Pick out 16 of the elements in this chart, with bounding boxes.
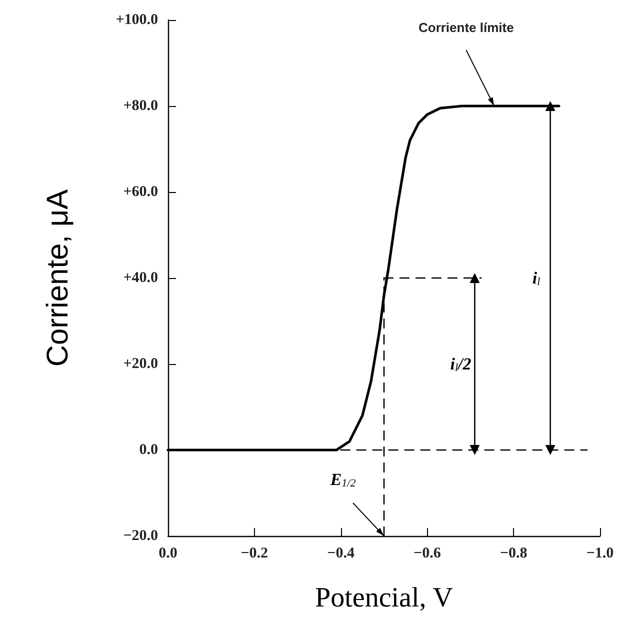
annotation: Corriente límite	[418, 20, 514, 35]
y-tick-label: +60.0	[123, 184, 158, 200]
x-axis-title: Potencial, V	[315, 582, 453, 614]
x-tick-label: −0.2	[240, 546, 268, 562]
x-tick-label: −0.6	[414, 546, 442, 562]
x-tick-label: −1.0	[586, 546, 614, 562]
x-tick-label: −0.8	[500, 546, 528, 562]
y-tick-label: +80.0	[123, 98, 158, 114]
y-tick-label: 0.0	[139, 442, 158, 458]
x-tick-label: 0.0	[158, 546, 178, 562]
y-tick-label: +100.0	[116, 12, 158, 28]
x-tick-label: −0.4	[327, 546, 355, 562]
y-tick-label: +20.0	[123, 356, 158, 372]
y-tick-label: +40.0	[123, 270, 158, 286]
y-tick-label: −20.0	[123, 528, 158, 544]
y-axis-title: Corriente, μA	[42, 189, 74, 367]
